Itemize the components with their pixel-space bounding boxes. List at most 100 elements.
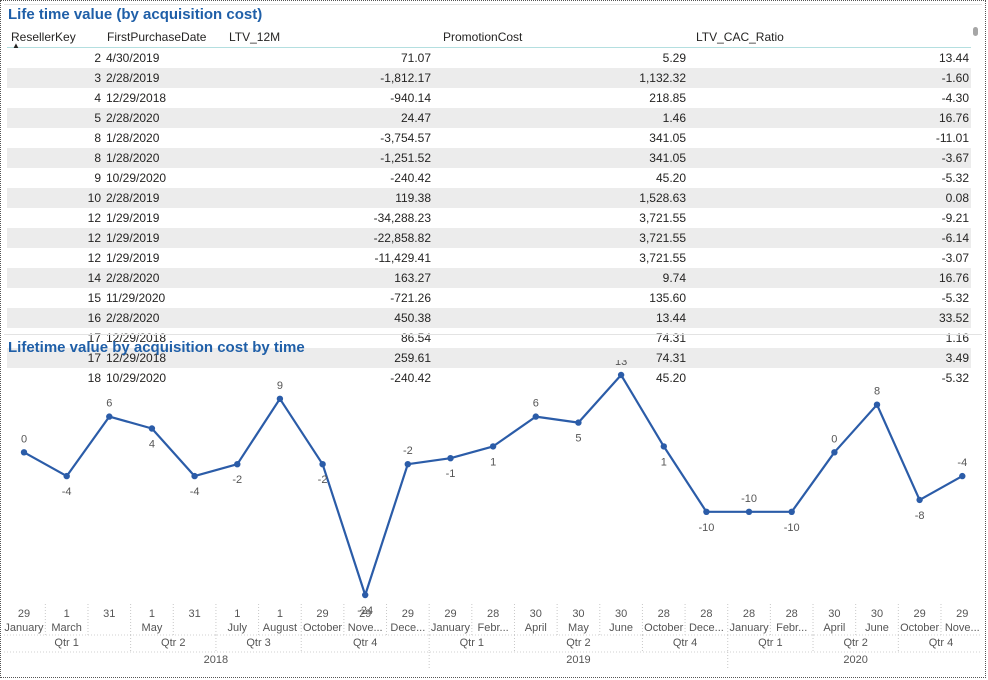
x-axis-quarter-label: Qtr 2 [843, 637, 867, 649]
cell-ltv-cac-ratio: 0.08 [688, 188, 971, 208]
cell-ltv-cac-ratio: -6.14 [688, 228, 971, 248]
table-row[interactable]: 3 2/28/2019 -1,812.17 1,132.32 -1.60 [7, 68, 971, 88]
cell-ltv-12m: -1,251.52 [225, 148, 433, 168]
x-axis-quarter-label: Qtr 1 [54, 637, 78, 649]
cell-ltv-12m: -721.26 [390, 291, 431, 305]
table-row[interactable]: 8 1/28/2020 -3,754.57 341.05 -11.01 [7, 128, 971, 148]
cell-ltv-12m: -22,858.82 [225, 228, 433, 248]
table-row[interactable]: 4 12/29/2018 -940.14 218.85 -4.30 [7, 88, 971, 108]
column-header-ltv-12m[interactable]: LTV_12M [225, 26, 433, 48]
data-point[interactable] [831, 449, 838, 456]
data-point[interactable] [489, 443, 497, 450]
x-axis-year-label: 2019 [566, 654, 590, 666]
data-point[interactable] [532, 413, 539, 420]
data-point[interactable] [106, 413, 113, 420]
cell-ltv-12m: 119.38 [225, 188, 433, 208]
column-header-firstpurchasedate[interactable]: FirstPurchaseDate [103, 26, 225, 48]
cell-promotion-cost: 218.85 [649, 91, 686, 105]
x-tick-label-day: 1 [234, 608, 240, 620]
x-tick-label-month: Nove... [348, 622, 383, 634]
data-point[interactable] [319, 461, 326, 468]
table-scrollbar[interactable] [973, 27, 978, 36]
data-point[interactable] [191, 472, 198, 480]
table-row[interactable]: 10 2/28/2019 119.38 1,528.63 0.08 [7, 188, 971, 208]
column-header-resellerkey[interactable]: ResellerKey ▲ [7, 26, 103, 50]
table-row[interactable]: 14 2/28/2020 163.27 9.74 16.76 [7, 268, 971, 288]
data-point[interactable] [63, 472, 70, 480]
cell-ltv-12m: -240.42 [390, 371, 431, 385]
x-tick-label-day: 1 [277, 608, 283, 620]
table-row[interactable]: 18 10/29/2020 -240.42 45.20 -5.32 [7, 368, 971, 388]
data-point[interactable] [660, 443, 667, 450]
table-row[interactable]: 12 1/29/2019 -34,288.23 3,721.55 -9.21 [7, 208, 971, 228]
table-row[interactable]: 2 4/30/2019 71.07 5.29 13.44 [7, 48, 971, 69]
data-point[interactable] [617, 371, 625, 379]
data-label: 0 [831, 433, 837, 445]
data-point[interactable] [20, 449, 28, 456]
table-row[interactable]: 8 1/28/2020 -1,251.52 341.05 -3.67 [7, 148, 971, 168]
cell-resellerkey: 18 [87, 371, 101, 385]
cell-ltv-cac-ratio: -9.21 [941, 211, 969, 225]
data-point[interactable] [276, 395, 284, 402]
x-tick-label-day: 30 [530, 608, 542, 620]
table-row[interactable]: 15 11/29/2020 -721.26 135.60 -5.32 [7, 288, 971, 308]
x-tick-label-day: 31 [188, 608, 200, 620]
cell-resellerkey: 12 [7, 228, 103, 248]
table-row[interactable]: 5 2/28/2020 24.47 1.46 16.76 [7, 108, 971, 128]
data-point[interactable] [447, 455, 454, 462]
data-label: 13 [615, 360, 627, 368]
cell-promotion-cost: 1.46 [433, 108, 688, 128]
column-header-promotioncost[interactable]: PromotionCost [433, 26, 688, 48]
data-point[interactable] [959, 472, 966, 480]
data-point[interactable] [703, 508, 710, 515]
cell-ltv-12m: 71.07 [400, 51, 431, 65]
cell-first-purchase-date: 1/29/2019 [106, 251, 160, 265]
cell-resellerkey: 2 [94, 51, 101, 65]
x-tick-label-month: March [51, 622, 82, 634]
data-point[interactable] [404, 461, 411, 468]
cell-ltv-cac-ratio: -5.32 [941, 171, 969, 185]
x-tick-label-month: Nove... [945, 622, 980, 634]
column-header-ltv-cac-ratio[interactable]: LTV_CAC_Ratio [688, 26, 971, 48]
x-tick-label-day: 29 [316, 608, 328, 620]
table-row[interactable]: 9 10/29/2020 -240.42 45.20 -5.32 [7, 168, 971, 188]
data-label: 5 [575, 433, 581, 445]
cell-ltv-cac-ratio: 13.44 [938, 51, 969, 65]
data-point[interactable] [788, 508, 795, 515]
data-point[interactable] [745, 508, 753, 515]
cell-ltv-cac-ratio: 16.76 [688, 268, 971, 288]
cell-ltv-12m: -240.42 [390, 171, 431, 185]
cell-ltv-cac-ratio: -1.60 [688, 68, 971, 88]
data-point[interactable] [916, 496, 923, 504]
x-axis-quarter-label: Qtr 3 [246, 637, 270, 649]
cell-ltv-12m: 450.38 [225, 308, 433, 328]
table-row[interactable]: 17 12/29/2018 259.61 74.31 3.49 [7, 348, 971, 368]
data-label: -4 [62, 486, 72, 498]
data-point[interactable] [234, 461, 241, 468]
data-point[interactable] [873, 401, 881, 408]
data-point[interactable] [362, 591, 369, 599]
x-tick-label-day: 30 [615, 608, 627, 620]
table-row[interactable]: 16 2/28/2020 450.38 13.44 33.52 [7, 308, 971, 328]
cell-resellerkey: 10 [7, 188, 103, 208]
cell-promotion-cost: 5.29 [662, 51, 686, 65]
x-tick-label-day: 28 [658, 608, 670, 620]
cell-ltv-cac-ratio: -5.32 [941, 291, 969, 305]
data-label: -4 [190, 486, 200, 498]
data-point[interactable] [575, 419, 582, 426]
data-label: 6 [106, 398, 112, 410]
table-row[interactable]: 12 1/29/2019 -22,858.82 3,721.55 -6.14 [7, 228, 971, 248]
table-title: Life time value (by acquisition cost) [8, 6, 263, 23]
data-label: -10 [698, 522, 714, 534]
cell-resellerkey: 8 [7, 148, 103, 168]
table-row[interactable]: 12 1/29/2019 -11,429.41 3,721.55 -3.07 [7, 248, 971, 268]
cell-first-purchase-date: 4/30/2019 [106, 51, 160, 65]
cell-ltv-12m: -11,429.41 [374, 251, 432, 265]
cell-promotion-cost: 135.60 [649, 291, 686, 305]
cell-first-purchase-date: 1/28/2020 [103, 148, 225, 168]
cell-promotion-cost: 341.05 [649, 131, 686, 145]
x-tick-label-day: 29 [402, 608, 414, 620]
line-chart: 0-464-4-29-2-24-2-1165131-10-10-1008-8-4… [4, 360, 982, 670]
data-point[interactable] [148, 425, 156, 432]
cell-first-purchase-date: 1/29/2019 [103, 228, 225, 248]
